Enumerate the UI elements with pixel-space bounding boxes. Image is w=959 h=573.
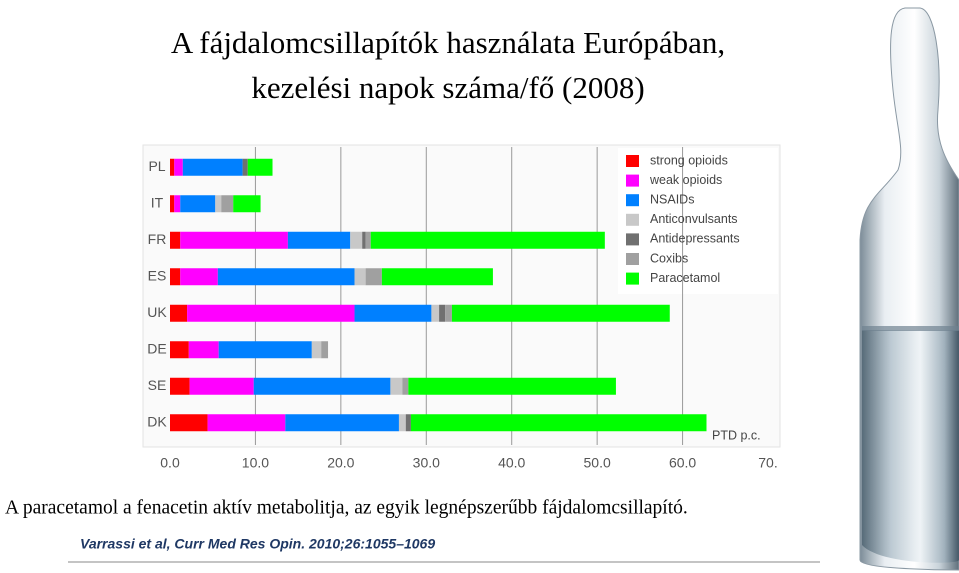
- y-tick-label: FR: [148, 231, 167, 247]
- x-axis-label: PTD p.c.: [712, 428, 761, 442]
- bar-segment: [180, 231, 288, 249]
- y-tick-label: IT: [151, 194, 164, 210]
- bar-segment: [242, 158, 248, 176]
- bar-segment: [390, 377, 403, 395]
- x-tick-label: 20.0: [327, 455, 354, 471]
- legend-label: Coxibs: [650, 251, 688, 265]
- bar-segment: [217, 268, 355, 286]
- bar-segment: [221, 195, 234, 213]
- bar-segment: [354, 304, 432, 322]
- bar-segment: [354, 268, 366, 286]
- y-tick-label: DK: [147, 413, 167, 429]
- y-tick-label: SE: [148, 377, 167, 393]
- title-line: A fájdalomcsillapítók használata Európáb…: [171, 25, 725, 60]
- bar-segment: [451, 304, 670, 322]
- bar-segment: [439, 304, 446, 322]
- bar-segment: [170, 414, 208, 432]
- x-tick-label: 60.0: [669, 455, 696, 471]
- legend-swatch: [626, 174, 639, 187]
- x-tick-label: 30.0: [413, 455, 440, 471]
- bar-segment: [180, 268, 218, 286]
- bar-segment: [402, 377, 409, 395]
- x-tick-label: 50.0: [584, 455, 611, 471]
- title-line: kezelési napok száma/fő (2008): [251, 70, 644, 105]
- bar-segment: [311, 341, 322, 359]
- bar-segment: [174, 158, 183, 176]
- bar-segment: [365, 231, 371, 249]
- bar-segment: [321, 341, 329, 359]
- bar-segment: [207, 414, 286, 432]
- y-tick-label: UK: [147, 304, 167, 320]
- legend-label: weak opioids: [649, 173, 722, 187]
- bar-segment: [233, 195, 261, 213]
- legend-label: NSAIDs: [650, 192, 694, 206]
- bar-segment: [189, 377, 254, 395]
- bar-segment: [408, 377, 616, 395]
- legend-label: Anticonvulsants: [650, 212, 738, 226]
- bar-segment: [218, 341, 312, 359]
- x-tick-label: 40.0: [498, 455, 525, 471]
- legend-label: Antidepressants: [650, 232, 740, 246]
- bar-segment: [170, 304, 188, 322]
- citation: Varrassi et al, Curr Med Res Opin. 2010;…: [80, 536, 435, 552]
- y-tick-label: DE: [147, 340, 166, 356]
- legend-swatch: [626, 253, 639, 265]
- bar-segment: [381, 268, 493, 286]
- bar-segment: [182, 158, 243, 176]
- bar-segment: [287, 231, 351, 249]
- x-tick-label: 70.: [758, 455, 777, 471]
- legend-swatch: [626, 213, 639, 226]
- bar-segment: [247, 158, 273, 176]
- legend-swatch: [626, 155, 639, 167]
- bar-segment: [187, 304, 355, 322]
- bar-segment: [170, 158, 175, 176]
- ampoule-image: [859, 7, 959, 571]
- x-tick-label: 0.0: [160, 455, 180, 471]
- bar-segment: [170, 195, 175, 213]
- bar-segment: [253, 377, 391, 395]
- x-tick-label: 10.0: [242, 455, 269, 471]
- bar-segment: [170, 341, 189, 359]
- bar-segment: [370, 231, 605, 249]
- bar-segment: [365, 268, 382, 286]
- legend-box: [618, 148, 778, 294]
- bar-segment: [398, 414, 406, 432]
- legend-label: Paracetamol: [650, 271, 720, 285]
- bar-segment: [350, 231, 363, 249]
- bar-segment: [188, 341, 219, 359]
- caption: A paracetamol a fenacetin aktív metaboli…: [5, 497, 688, 518]
- y-tick-label: PL: [148, 158, 165, 174]
- legend-swatch: [626, 272, 639, 285]
- bar-segment: [362, 231, 366, 249]
- bar-segment: [170, 268, 181, 286]
- bar-segment: [285, 414, 399, 432]
- y-tick-label: ES: [148, 267, 167, 283]
- legend-swatch: [626, 194, 639, 207]
- bar-segment: [445, 304, 452, 322]
- bar-segment: [215, 195, 222, 213]
- bar-segment: [410, 414, 707, 432]
- bar-segment: [174, 195, 181, 213]
- bar-segment: [170, 231, 181, 249]
- bar-segment: [431, 304, 440, 322]
- legend-swatch: [626, 233, 639, 246]
- bar-segment: [180, 195, 216, 213]
- bar-segment: [405, 414, 411, 432]
- legend-label: strong opioids: [650, 153, 728, 167]
- bar-segment: [170, 377, 190, 395]
